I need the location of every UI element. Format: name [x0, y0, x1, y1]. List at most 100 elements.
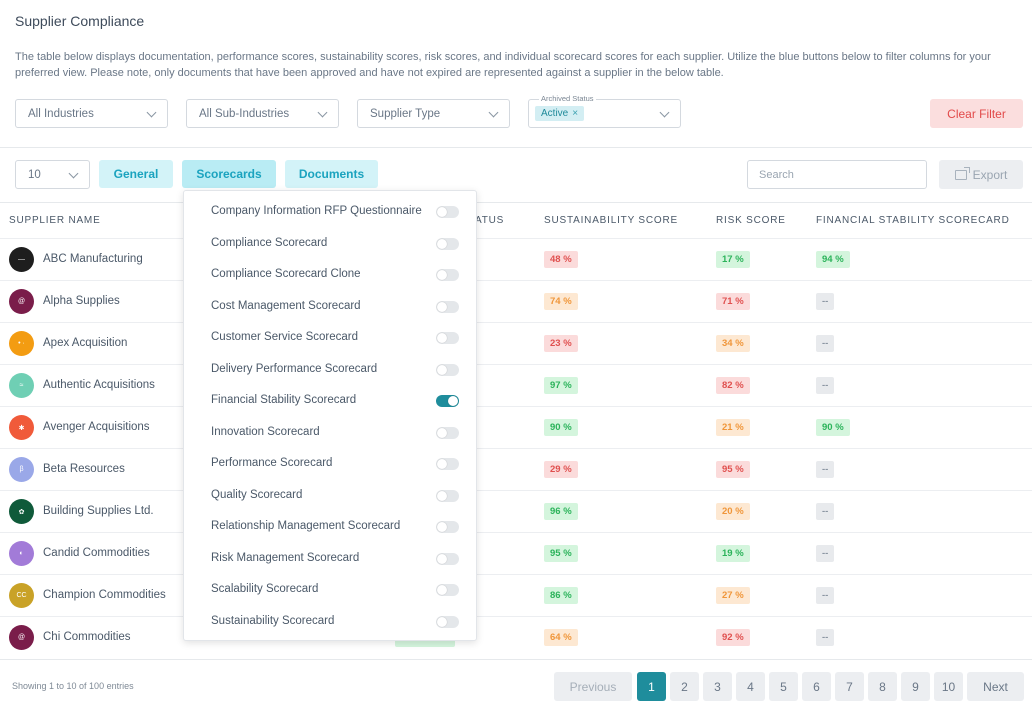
sub-industries-select[interactable]: All Sub-Industries	[186, 99, 339, 128]
toggle-knob	[437, 522, 447, 532]
sustainability-score-badge: 48 %	[544, 251, 578, 268]
toggle-knob	[448, 396, 458, 406]
table-row[interactable]: ◐ Candid Commodities 95 % 19 % --	[0, 532, 1032, 574]
toggle-knob	[437, 427, 447, 438]
scorecard-menu-item-label: Innovation Scorecard	[211, 425, 320, 438]
supplier-name[interactable]: Authentic Acquisitions	[43, 379, 155, 391]
page-number-button[interactable]: 2	[670, 672, 699, 701]
archived-status-select[interactable]: Archived Status Active ×	[528, 94, 681, 128]
supplier-name[interactable]: Avenger Acquisitions	[43, 421, 150, 433]
scorecard-menu-item-label: Financial Stability Scorecard	[211, 394, 357, 406]
scorecard-toggle[interactable]	[436, 521, 459, 533]
toggle-knob	[437, 238, 447, 249]
scorecard-toggle[interactable]	[436, 426, 459, 439]
page-number-button[interactable]: 8	[868, 672, 897, 701]
supplier-avatar: ✿	[9, 499, 34, 524]
scorecard-menu-item-label: Sustainability Scorecard	[211, 614, 335, 627]
supplier-name[interactable]: Chi Commodities	[43, 631, 131, 643]
supplier-name[interactable]: Candid Commodities	[43, 547, 150, 559]
chevron-down-icon	[146, 107, 157, 117]
risk-score-badge: 21 %	[716, 419, 750, 436]
search-input[interactable]: Search	[747, 160, 927, 189]
toggle-knob	[437, 364, 447, 375]
scorecard-toggle[interactable]	[436, 395, 459, 407]
scorecard-toggle[interactable]	[436, 332, 459, 344]
page-number-button[interactable]: 1	[637, 672, 666, 701]
scorecard-menu-item-label: Compliance Scorecard Clone	[211, 268, 361, 280]
scorecard-toggle[interactable]	[436, 206, 459, 218]
supplier-type-select-value: Supplier Type	[370, 107, 441, 120]
scorecard-toggle[interactable]	[436, 584, 459, 596]
page-number-button[interactable]: 5	[769, 672, 798, 701]
scorecard-toggle[interactable]	[436, 552, 459, 565]
page-number-button[interactable]: 6	[802, 672, 831, 701]
documents-tab-button[interactable]: Documents	[285, 160, 378, 188]
page-number-button[interactable]: 9	[901, 672, 930, 701]
sustainability-score-badge: 64 %	[544, 629, 578, 646]
scorecards-tab-button[interactable]: Scorecards	[182, 160, 276, 188]
supplier-name[interactable]: Apex Acquisition	[43, 337, 128, 349]
scorecard-toggle[interactable]	[436, 300, 459, 313]
supplier-name[interactable]: Alpha Supplies	[43, 295, 120, 307]
page-size-select[interactable]: 10	[15, 160, 90, 189]
sustainability-score-badge: 23 %	[544, 335, 578, 352]
supplier-name[interactable]: Beta Resources	[43, 463, 125, 475]
scorecard-toggle[interactable]	[436, 269, 459, 281]
supplier-name[interactable]: ABC Manufacturing	[43, 253, 143, 265]
scorecard-toggle[interactable]	[436, 237, 459, 250]
supplier-type-select[interactable]: Supplier Type	[357, 99, 510, 128]
supplier-name[interactable]: Champion Commodities	[43, 589, 166, 601]
toggle-knob	[437, 553, 447, 564]
risk-score-badge: 27 %	[716, 587, 750, 604]
archived-status-label: Archived Status	[539, 94, 596, 103]
table-row[interactable]: β Beta Resources 29 % 95 % --	[0, 448, 1032, 490]
chip-remove-icon[interactable]: ×	[572, 108, 579, 119]
general-tab-button[interactable]: General	[99, 160, 173, 188]
risk-score-badge: 82 %	[716, 377, 750, 394]
archived-status-chip: Active ×	[535, 106, 585, 121]
chevron-down-icon	[68, 168, 79, 178]
scorecard-toggle[interactable]	[436, 458, 459, 470]
chip-label: Active	[541, 108, 569, 119]
industries-select[interactable]: All Industries	[15, 99, 168, 128]
supplier-avatar: @	[9, 625, 34, 650]
page-number-button[interactable]: 7	[835, 672, 864, 701]
scorecard-menu-item-label: Relationship Management Scorecard	[211, 520, 401, 532]
column-header-financial[interactable]: FINANCIAL STABILITY SCORECARD	[816, 215, 1010, 226]
toggle-knob	[437, 585, 447, 595]
supplier-name[interactable]: Building Supplies Ltd.	[43, 505, 154, 517]
column-header-supplier[interactable]: SUPPLIER NAME	[9, 215, 101, 226]
supplier-avatar: • ·	[9, 331, 34, 356]
page-number-button[interactable]: 10	[934, 672, 963, 701]
toggle-knob	[437, 616, 447, 627]
table-row[interactable]: — ABC Manufacturing 48 % 17 % 94 %	[0, 238, 1032, 280]
column-header-sustainability[interactable]: SUSTAINABILITY SCORE	[544, 215, 678, 226]
page-number-button[interactable]: 4	[736, 672, 765, 701]
column-header-risk[interactable]: RISK SCORE	[716, 215, 786, 226]
page-description: The table below displays documentation, …	[15, 51, 991, 79]
table-row[interactable]: ≈ Authentic Acquisitions 97 % 82 % --	[0, 364, 1032, 406]
financial-score-badge: 90 %	[816, 419, 850, 436]
scorecard-toggle[interactable]	[436, 615, 459, 628]
export-button[interactable]: Export	[939, 160, 1023, 189]
toggle-knob	[437, 333, 447, 343]
column-header-status[interactable]: ATUS	[475, 215, 505, 226]
table-row[interactable]: CC Champion Commodities 86 % 27 % --	[0, 574, 1032, 616]
scorecard-toggle[interactable]	[436, 489, 459, 502]
scorecard-toggle[interactable]	[436, 363, 459, 376]
risk-score-badge: 95 %	[716, 461, 750, 478]
next-page-button[interactable]: Next	[967, 672, 1024, 701]
page-number-button[interactable]: 3	[703, 672, 732, 701]
toggle-knob	[437, 207, 447, 217]
previous-page-button[interactable]: Previous	[554, 672, 632, 701]
table-row[interactable]: ✿ Building Supplies Ltd. 96 % 20 % --	[0, 490, 1032, 532]
scorecard-menu-item-label: Quality Scorecard	[211, 488, 303, 501]
table-row[interactable]: @ Chi Commodities 64 % 92 % --	[0, 616, 1032, 658]
chevron-down-icon	[659, 107, 670, 117]
sustainability-score-badge: 96 %	[544, 503, 578, 520]
table-row[interactable]: ✱ Avenger Acquisitions 90 % 21 % 90 %	[0, 406, 1032, 448]
financial-score-badge: 94 %	[816, 251, 850, 268]
clear-filter-button[interactable]: Clear Filter	[930, 99, 1023, 128]
table-row[interactable]: • · Apex Acquisition 23 % 34 % --	[0, 322, 1032, 364]
table-row[interactable]: @ Alpha Supplies 74 % 71 % --	[0, 280, 1032, 322]
